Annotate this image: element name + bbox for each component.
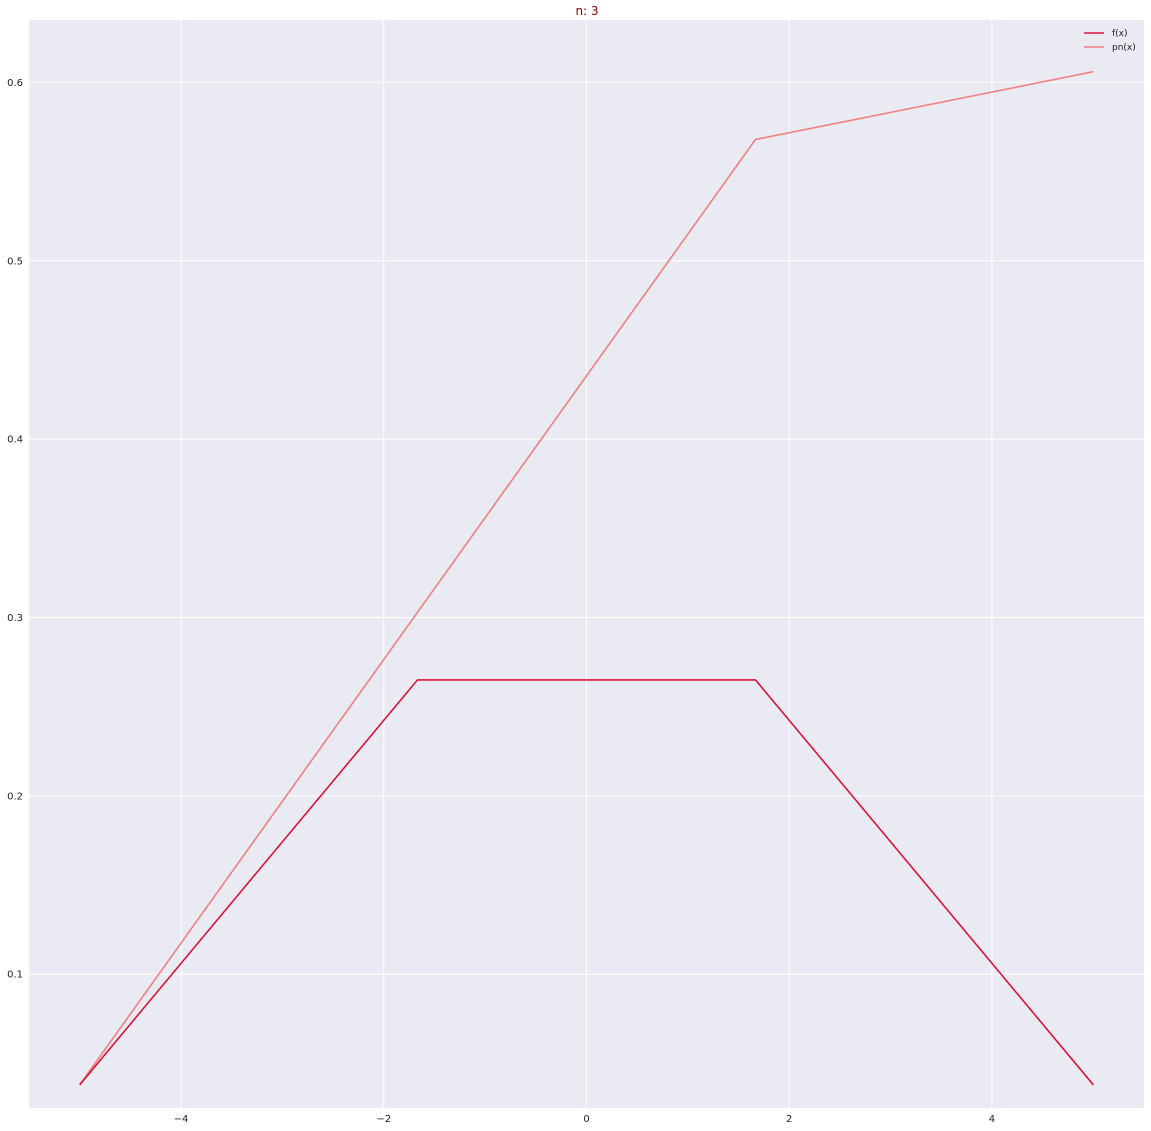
- y-tick-label: 0.4: [7, 435, 23, 446]
- x-tick-label: 0: [583, 1114, 589, 1125]
- y-tick-label: 0.6: [7, 78, 23, 89]
- legend-label: f(x): [1112, 29, 1128, 39]
- series-line-f-x: [79, 679, 1094, 1086]
- series-layer: [79, 70, 1094, 1086]
- x-tick-label: 4: [989, 1114, 995, 1125]
- x-axis-ticks: −4 −2 0 2 4: [174, 1114, 995, 1125]
- chart-title: n: 3: [575, 4, 598, 18]
- y-axis-ticks: 0.1 0.2 0.3 0.4 0.5 0.6: [7, 78, 23, 981]
- y-tick-label: 0.3: [7, 613, 23, 624]
- x-tick-label: −4: [174, 1114, 189, 1125]
- y-tick-label: 0.5: [7, 256, 23, 267]
- y-tick-label: 0.2: [7, 791, 23, 802]
- x-tick-label: 2: [786, 1114, 792, 1125]
- y-tick-label: 0.1: [7, 970, 23, 981]
- legend: f(x) pn(x): [1084, 29, 1136, 53]
- series-line-pn-x: [79, 70, 1094, 1086]
- legend-label: pn(x): [1112, 43, 1136, 53]
- x-tick-label: −2: [376, 1114, 391, 1125]
- grid-lines: [29, 20, 1144, 1108]
